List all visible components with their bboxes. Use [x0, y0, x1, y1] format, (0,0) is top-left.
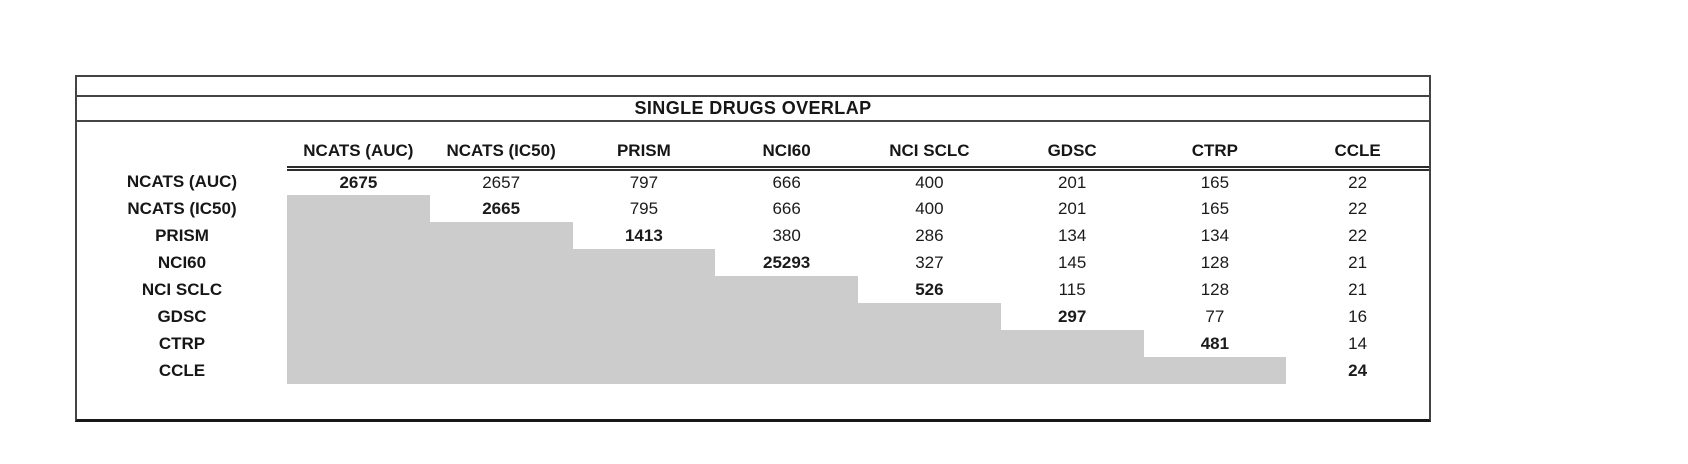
matrix-cell: 14 [1348, 333, 1368, 353]
matrix-cell: 24 [1348, 360, 1368, 380]
matrix-cell [1143, 357, 1287, 384]
matrix-cell: 128 [1200, 252, 1230, 272]
row-label: GDSC [157, 306, 207, 326]
matrix-cell: 666 [772, 172, 801, 192]
matrix-cell: 481 [1200, 333, 1230, 353]
table-row: NCI SCLC 526 115 128 21 [77, 276, 1429, 303]
matrix-cell: 286 [915, 225, 944, 245]
matrix-cell: 795 [629, 198, 659, 218]
matrix-cell: 2675 [339, 172, 378, 192]
row-label: CCLE [158, 360, 206, 380]
row-label: NCATS (IC50) [127, 198, 237, 218]
matrix-body: NCATS (AUC) 2675 2657 797 666 400 201 165 22 NCAT… [77, 168, 1429, 384]
matrix-cell [572, 249, 716, 276]
matrix-cell: 165 [1200, 172, 1230, 192]
matrix-cell [429, 222, 573, 249]
table-head: NCATS (AUC) NCATS (IC50) PRISM NCI60 NCI SCL… [77, 122, 1429, 171]
matrix-cell [715, 357, 858, 384]
top-spacer-band [77, 77, 1429, 97]
matrix-cell [572, 357, 716, 384]
matrix-cell: 21 [1348, 279, 1368, 299]
matrix-cell [287, 330, 430, 357]
matrix-cell: 115 [1058, 279, 1086, 299]
matrix-cell: 22 [1348, 225, 1368, 245]
matrix-cell [287, 276, 430, 303]
matrix-cell [715, 330, 858, 357]
matrix-cell [287, 249, 430, 276]
overlap-table-panel: SINGLE DRUGS OVERLAP NCATS (AUC) NCATS (I… [75, 75, 1431, 422]
column-header: NCI60 [715, 122, 858, 171]
matrix-cell [429, 330, 573, 357]
matrix-cell: 25293 [762, 252, 811, 272]
matrix-cell: 201 [1057, 198, 1087, 218]
matrix-cell: 201 [1057, 172, 1087, 192]
matrix-cell [572, 330, 716, 357]
matrix-cell [287, 222, 430, 249]
matrix-cell: 22 [1348, 172, 1368, 192]
overlap-matrix-table: NCATS (AUC) NCATS (IC50) PRISM NCI60 NCI SCL… [77, 122, 1429, 384]
matrix-cell [572, 303, 716, 330]
matrix-cell [1000, 330, 1144, 357]
table-row: CCLE 24 [77, 357, 1429, 384]
matrix-cell [429, 249, 573, 276]
column-header: NCATS (IC50) [429, 122, 573, 171]
matrix-cell [858, 330, 1001, 357]
matrix-cell: 128 [1200, 279, 1230, 299]
matrix-cell: 400 [915, 172, 944, 192]
matrix-cell: 134 [1057, 225, 1087, 245]
matrix-cell [287, 303, 430, 330]
matrix-cell: 2665 [482, 198, 521, 218]
matrix-cell: 797 [629, 172, 659, 192]
table-row: GDSC 297 77 16 [77, 303, 1429, 330]
matrix-cell: 145 [1057, 252, 1087, 272]
matrix-cell: 327 [915, 252, 944, 272]
table-row: NCATS (IC50) 2665 795 666 400 201 165 22 [77, 195, 1429, 222]
table-row: NCI60 25293 327 145 128 21 [77, 249, 1429, 276]
column-header: PRISM [572, 122, 716, 171]
matrix-cell: 21 [1348, 252, 1368, 272]
table-row: CTRP 481 14 [77, 330, 1429, 357]
matrix-cell [715, 303, 858, 330]
matrix-cell [429, 303, 573, 330]
row-label: PRISM [155, 225, 209, 245]
row-label: NCI60 [157, 252, 207, 272]
column-header: NCI SCLC [858, 122, 1001, 171]
column-header: GDSC [1000, 122, 1144, 171]
matrix-cell [858, 357, 1001, 384]
row-label: NCATS (AUC) [126, 171, 238, 191]
matrix-cell [287, 195, 430, 222]
column-header: CTRP [1143, 122, 1287, 171]
row-label: NCI SCLC [141, 279, 223, 299]
column-header: NCATS (AUC) [287, 122, 430, 171]
table-row: NCATS (AUC) 2675 2657 797 666 400 201 165 22 [77, 168, 1429, 195]
matrix-cell: 165 [1200, 198, 1230, 218]
matrix-cell: 297 [1057, 306, 1087, 326]
matrix-cell: 22 [1348, 198, 1368, 218]
column-header: CCLE [1286, 122, 1429, 171]
matrix-cell [715, 276, 858, 303]
corner-cell [77, 122, 287, 168]
matrix-cell [429, 357, 573, 384]
matrix-cell [572, 276, 716, 303]
matrix-cell: 526 [915, 279, 944, 299]
table-wrap: NCATS (AUC) NCATS (IC50) PRISM NCI60 NCI SCL… [77, 122, 1429, 384]
matrix-cell: 380 [772, 225, 801, 245]
matrix-cell [858, 303, 1001, 330]
matrix-cell: 77 [1205, 306, 1225, 326]
header-row: NCATS (AUC) NCATS (IC50) PRISM NCI60 NCI SCL… [77, 122, 1429, 171]
matrix-cell: 2657 [482, 172, 521, 192]
matrix-cell [429, 276, 573, 303]
table-title: SINGLE DRUGS OVERLAP [77, 97, 1429, 122]
matrix-cell: 666 [772, 198, 801, 218]
matrix-cell: 400 [915, 198, 944, 218]
matrix-cell: 16 [1348, 306, 1368, 326]
matrix-cell [1000, 357, 1144, 384]
table-row: PRISM 1413 380 286 134 134 22 [77, 222, 1429, 249]
matrix-cell [287, 357, 430, 384]
matrix-cell: 1413 [624, 225, 663, 245]
matrix-cell: 134 [1200, 225, 1230, 245]
row-label: CTRP [158, 333, 206, 353]
